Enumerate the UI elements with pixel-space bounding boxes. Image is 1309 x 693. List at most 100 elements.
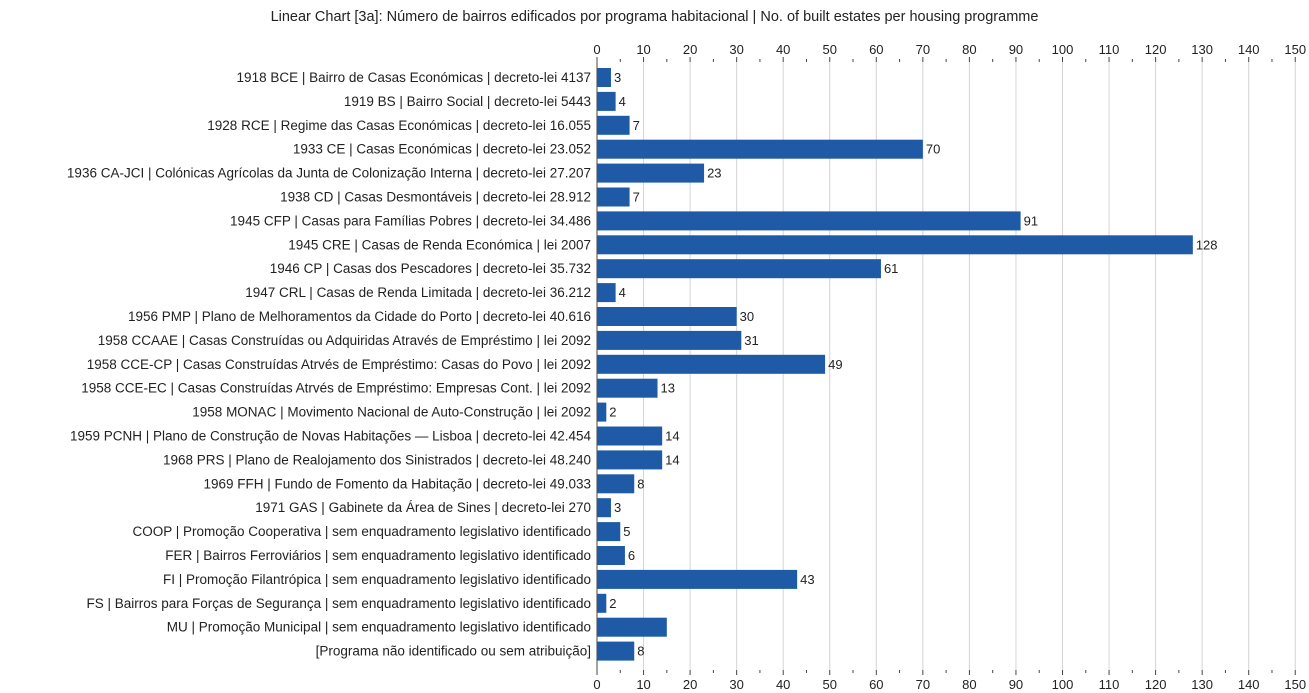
x-tick-label-bottom: 80 xyxy=(962,677,976,692)
data-label: 4 xyxy=(619,285,626,300)
bar xyxy=(597,569,798,589)
chart-title: Linear Chart [3a]: Número de bairros edi… xyxy=(270,9,1039,25)
category-label: 1959 PCNH | Plano de Construção de Novas… xyxy=(70,429,592,444)
bar xyxy=(597,378,658,398)
bar xyxy=(597,307,737,326)
data-label: 128 xyxy=(1196,237,1218,252)
x-tick-label-top: 40 xyxy=(776,42,790,57)
category-label: 1918 BCE | Bairro de Casas Económicas | … xyxy=(237,70,591,85)
category-label: 1946 CP | Casas dos Pescadores | decreto… xyxy=(270,261,591,276)
x-tick-label-bottom: 30 xyxy=(729,677,743,692)
data-label: 3 xyxy=(614,70,621,85)
bar xyxy=(597,283,616,303)
x-tick-label-top: 80 xyxy=(962,42,976,57)
bar xyxy=(597,522,621,542)
category-label: 1936 CA-JCI | Colónicas Agrícolas da Jun… xyxy=(67,166,591,181)
bar xyxy=(597,330,742,350)
x-tick-label-top: 120 xyxy=(1145,42,1167,57)
bar xyxy=(597,426,663,446)
data-label: 6 xyxy=(628,548,635,563)
data-label: 2 xyxy=(609,596,616,611)
data-label: 2 xyxy=(609,405,616,420)
data-label: 3 xyxy=(614,500,621,515)
x-tick-label-top: 100 xyxy=(1052,42,1074,57)
x-tick-label-top: 50 xyxy=(823,42,837,57)
data-label: 14 xyxy=(665,452,679,467)
category-label: COOP | Promoção Cooperativa | sem enquad… xyxy=(132,524,591,539)
category-label: 1933 CE | Casas Económicas | decreto-lei… xyxy=(293,142,591,157)
x-tick-label-top: 90 xyxy=(1009,42,1023,57)
category-label: 1971 GAS | Gabinete da Área de Sines | d… xyxy=(255,500,591,515)
category-label: FER | Bairros Ferroviários | sem enquadr… xyxy=(165,548,591,563)
category-label: [Programa não identificado ou sem atribu… xyxy=(316,644,591,659)
x-tick-label-top: 30 xyxy=(729,42,743,57)
x-tick-label-top: 10 xyxy=(636,42,650,57)
category-label: 1958 CCE-CP | Casas Construídas Atrvés d… xyxy=(87,357,591,372)
data-label: 8 xyxy=(637,476,644,491)
category-label: 1919 BS | Bairro Social | decreto-lei 54… xyxy=(344,94,591,109)
x-tick-label-top: 150 xyxy=(1284,42,1306,57)
category-label: 1928 RCE | Regime das Casas Económicas |… xyxy=(207,118,591,133)
category-label: 1958 CCAAE | Casas Construídas ou Adquir… xyxy=(98,333,591,348)
x-tick-label-bottom: 10 xyxy=(636,677,650,692)
x-tick-label-top: 110 xyxy=(1099,42,1120,57)
x-tick-label-top: 70 xyxy=(916,42,930,57)
category-label: FS | Bairros para Forças de Segurança | … xyxy=(86,596,591,611)
bar xyxy=(597,498,611,518)
data-label: 5 xyxy=(623,524,630,539)
bar xyxy=(597,139,923,159)
category-label: 1945 CRE | Casas de Renda Económica | le… xyxy=(288,237,591,252)
bar xyxy=(597,402,607,422)
category-label: 1958 CCE-EC | Casas Construídas Atrvés d… xyxy=(81,381,591,396)
labels: 0 0 10 10 20 20 30 30 40 40 50 50 60 60 70 70 80 80 90 90 10… xyxy=(67,42,1306,692)
bar xyxy=(597,259,881,279)
x-tick-label-top: 0 xyxy=(593,42,600,57)
x-tick-label-bottom: 40 xyxy=(776,677,790,692)
x-tick-label-top: 130 xyxy=(1191,42,1213,57)
bar xyxy=(597,235,1193,255)
data-label: 23 xyxy=(707,166,721,181)
category-label: 1956 PMP | Plano de Melhoramentos da Cid… xyxy=(128,309,591,324)
bar xyxy=(597,91,616,111)
x-tick-label-bottom: 60 xyxy=(869,677,883,692)
data-label: 13 xyxy=(661,381,675,396)
data-label: 7 xyxy=(633,190,640,205)
x-tick-label-bottom: 20 xyxy=(683,677,697,692)
x-tick-label-top: 60 xyxy=(869,42,883,57)
x-tick-label-bottom: 150 xyxy=(1284,677,1306,692)
bars xyxy=(597,68,1193,661)
bar xyxy=(597,211,1021,231)
bar xyxy=(597,593,607,613)
data-label: 91 xyxy=(1024,213,1038,228)
bar xyxy=(597,546,625,565)
x-tick-label-bottom: 140 xyxy=(1238,677,1260,692)
data-label: 61 xyxy=(884,261,898,276)
category-label: 1968 PRS | Plano de Realojamento dos Sin… xyxy=(163,452,591,467)
data-label: 8 xyxy=(637,644,644,659)
category-label: 1945 CFP | Casas para Famílias Pobres | … xyxy=(230,213,591,228)
category-label: 1938 CD | Casas Desmontáveis | decreto-l… xyxy=(280,190,591,205)
x-tick-label-bottom: 0 xyxy=(593,677,600,692)
bar xyxy=(597,354,826,374)
bar xyxy=(597,474,635,494)
bar xyxy=(597,68,611,87)
data-label: 31 xyxy=(744,333,758,348)
bar xyxy=(597,163,705,183)
data-label: 70 xyxy=(926,142,940,157)
bar xyxy=(597,617,667,637)
x-tick-label-bottom: 130 xyxy=(1191,677,1213,692)
x-tick-label-bottom: 70 xyxy=(916,677,930,692)
x-tick-label-bottom: 120 xyxy=(1145,677,1167,692)
x-tick-label-bottom: 50 xyxy=(823,677,837,692)
x-tick-label-bottom: 90 xyxy=(1009,677,1023,692)
category-label: MU | Promoção Municipal | sem enquadrame… xyxy=(167,620,591,635)
x-tick-label-bottom: 100 xyxy=(1052,677,1074,692)
category-label: 1947 CRL | Casas de Renda Limitada | dec… xyxy=(245,285,591,300)
x-tick-label-top: 20 xyxy=(683,42,697,57)
x-tick-label-top: 140 xyxy=(1238,42,1260,57)
data-label: 4 xyxy=(619,94,626,109)
category-label: 1969 FFH | Fundo de Fomento da Habitação… xyxy=(204,476,592,491)
bar xyxy=(597,115,630,135)
bar xyxy=(597,450,663,470)
